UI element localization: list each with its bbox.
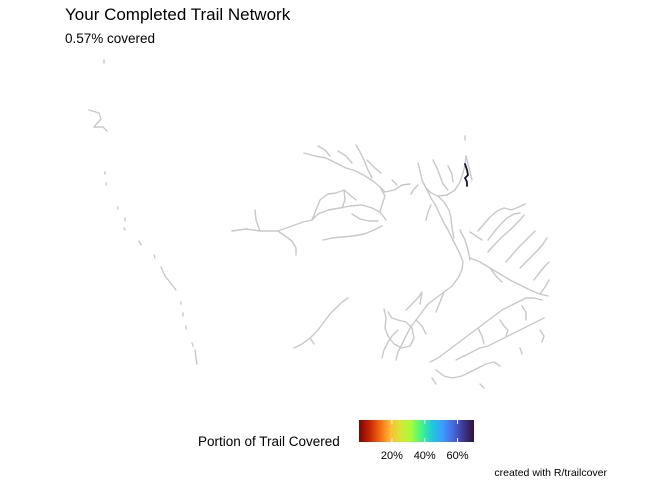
legend-tick-label: 60% (446, 450, 469, 462)
trail-segment (521, 305, 527, 321)
trail-segment (337, 150, 353, 164)
trail-segment (469, 257, 549, 297)
trail-segment (254, 209, 261, 232)
trail-segment (231, 207, 341, 232)
trail-segment (533, 261, 550, 281)
credit-caption: created with R/trailcover (494, 467, 607, 479)
map-title: Your Completed Trail Network (65, 5, 291, 24)
trail-segment (153, 254, 156, 259)
trail-segment (432, 159, 449, 191)
trail-segment (447, 165, 454, 183)
trail-segment (429, 297, 543, 363)
trail-segment (410, 184, 419, 195)
trail-segment (341, 189, 346, 209)
trail-segment (309, 337, 315, 345)
map-subtitle: 0.57% covered (65, 31, 156, 46)
trail-segment (519, 237, 548, 269)
trail-segment (435, 291, 445, 313)
trail-segment (160, 266, 177, 291)
trail-segment (317, 145, 331, 157)
trail-segment (339, 204, 387, 221)
legend-gradient-bar (359, 420, 474, 442)
trail-segment (469, 231, 483, 241)
trail-segment (379, 186, 386, 213)
trail-segment (539, 329, 545, 343)
trail-segment (384, 183, 411, 193)
trail-segment (505, 230, 536, 263)
trail-segment (138, 240, 142, 246)
trail-segment (431, 377, 437, 385)
trail-segment (383, 308, 415, 349)
trail-segment (477, 203, 526, 232)
trail-segment (435, 361, 501, 379)
trail-segment (499, 319, 509, 337)
trail-segment (417, 155, 467, 197)
trail-segment (351, 213, 379, 222)
trail-segment (191, 342, 194, 347)
trail-segment (293, 297, 349, 349)
trail-segment (311, 189, 357, 221)
trail-segment (415, 319, 427, 335)
trail-segment (355, 144, 373, 179)
trail-segment (391, 179, 398, 186)
trail-segment (123, 227, 126, 231)
trail-segment (277, 230, 297, 256)
legend-tick-label: 40% (413, 450, 436, 462)
trail-segment (303, 152, 386, 193)
trail-segment (395, 187, 464, 361)
trail-segment (437, 195, 455, 239)
trail-segment (366, 159, 382, 174)
trail-segment (405, 291, 423, 311)
legend-tick-label: 20% (380, 450, 403, 462)
trail-segment (477, 327, 485, 345)
trail-segment (425, 204, 432, 221)
covered-trail-segment (464, 163, 469, 187)
trail-segment (487, 212, 521, 241)
legend-title: Portion of Trail Covered (198, 434, 340, 449)
trail-segment (88, 109, 108, 132)
trail-segment (487, 214, 525, 253)
trail-segment (455, 317, 545, 361)
trail-segment (459, 229, 471, 261)
trail-segment (381, 329, 399, 359)
trail-segment (539, 279, 550, 295)
trail-segment (479, 383, 485, 389)
trail-segment (489, 267, 503, 283)
trail-segment (322, 225, 383, 241)
trail-segment (465, 155, 473, 181)
trail-network-map (88, 59, 550, 389)
trail-segment (194, 349, 198, 365)
trail-segment (519, 347, 523, 355)
